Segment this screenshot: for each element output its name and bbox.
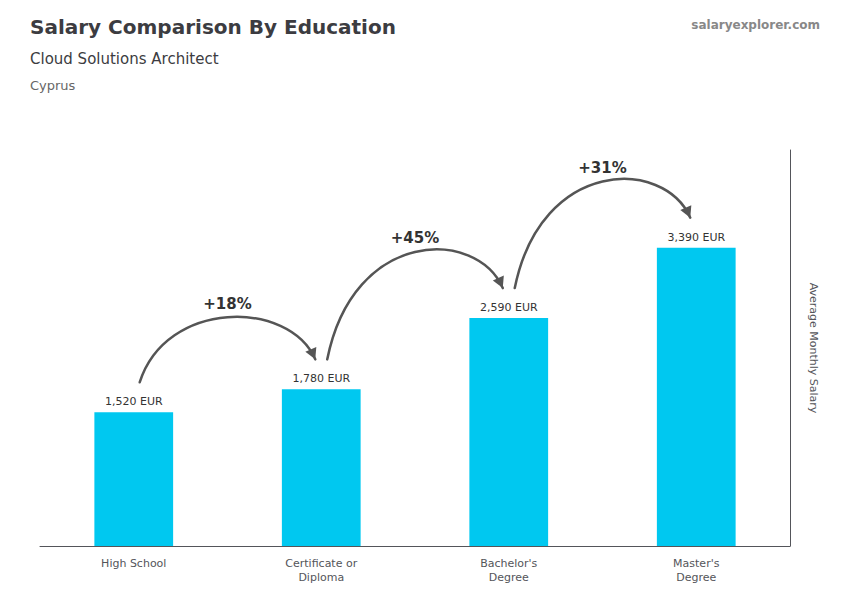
svg-text:+45%: +45%	[391, 229, 439, 247]
svg-text:High School: High School	[101, 557, 166, 570]
svg-text:Diploma: Diploma	[298, 571, 344, 584]
svg-text:Bachelor's: Bachelor's	[480, 557, 537, 570]
svg-text:Cyprus: Cyprus	[30, 78, 76, 93]
svg-text:1,520 EUR: 1,520 EUR	[105, 395, 163, 408]
svg-text:1,780 EUR: 1,780 EUR	[292, 372, 350, 385]
svg-text:Master's: Master's	[673, 557, 720, 570]
svg-text:3,390 EUR: 3,390 EUR	[667, 231, 725, 244]
svg-text:+18%: +18%	[203, 295, 251, 313]
svg-text:Degree: Degree	[489, 571, 529, 584]
svg-text:2,590 EUR: 2,590 EUR	[480, 301, 538, 314]
svg-text:Cloud Solutions Architect: Cloud Solutions Architect	[30, 50, 219, 68]
svg-text:salaryexplorer.com: salaryexplorer.com	[691, 18, 820, 32]
svg-text:Degree: Degree	[676, 571, 716, 584]
svg-text:Certificate or: Certificate or	[285, 557, 357, 570]
svg-text:+31%: +31%	[578, 159, 626, 177]
svg-text:Salary Comparison By Education: Salary Comparison By Education	[30, 15, 396, 39]
svg-text:Average Monthly Salary: Average Monthly Salary	[807, 283, 820, 414]
